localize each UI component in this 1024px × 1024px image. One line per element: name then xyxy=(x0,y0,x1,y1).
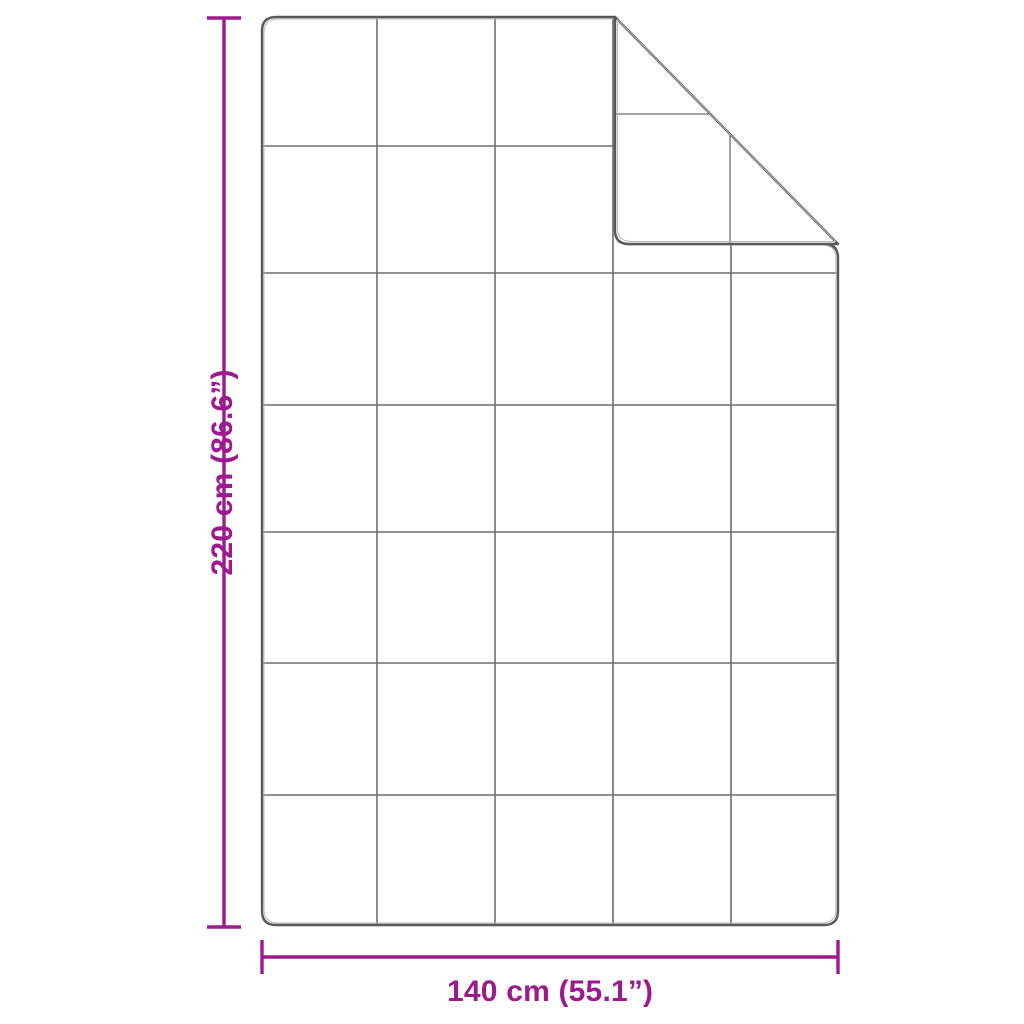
height-dimension-label: 220 cm (86.6”) xyxy=(206,369,239,576)
height-dimension-line xyxy=(207,16,241,929)
width-dimension-label: 140 cm (55.1”) xyxy=(447,975,654,1008)
folded-corner-outline xyxy=(613,15,840,246)
blanket-body-fill xyxy=(262,17,838,925)
folded-corner-outline-highlight xyxy=(617,19,836,242)
width-dimension-line xyxy=(260,940,840,974)
